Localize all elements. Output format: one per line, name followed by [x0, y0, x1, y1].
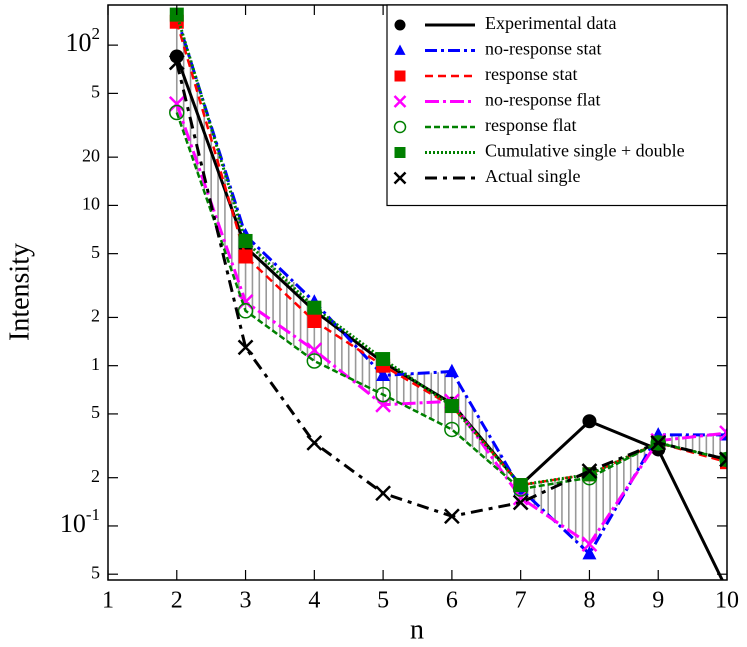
marker — [168, 95, 185, 112]
marker — [720, 427, 727, 441]
x-tick-label: 2 — [171, 588, 183, 614]
marker — [719, 451, 727, 468]
y-tick-label: 2 — [91, 466, 100, 486]
marker — [237, 303, 254, 319]
marker — [238, 249, 253, 264]
y-axis-label: Intensity — [4, 243, 35, 341]
marker — [444, 508, 460, 525]
x-tick-label: 8 — [583, 588, 595, 614]
marker — [238, 233, 253, 248]
x-tick-label: 3 — [240, 588, 252, 614]
y-tick-label: 2 — [91, 306, 100, 326]
marker — [444, 421, 460, 438]
marker — [650, 434, 667, 451]
y-tick-label: 5 — [91, 562, 100, 582]
marker — [582, 414, 597, 429]
legend-label: Actual single — [485, 166, 580, 186]
legend-label: no-response flat — [485, 90, 600, 110]
marker — [720, 452, 727, 467]
marker — [582, 467, 597, 482]
marker — [307, 300, 322, 315]
marker — [444, 399, 459, 414]
marker — [306, 434, 323, 451]
marker — [581, 536, 598, 553]
x-tick-label: 4 — [308, 588, 320, 614]
x-tick-label: 7 — [515, 588, 527, 614]
marker — [394, 19, 406, 31]
marker — [394, 44, 406, 55]
y-tick-label: 5 — [91, 82, 100, 102]
x-tick-label: 9 — [652, 588, 664, 614]
marker — [376, 352, 391, 367]
marker — [512, 494, 529, 511]
marker — [375, 485, 391, 502]
y-tick-label: 10-1 — [60, 505, 100, 538]
marker — [581, 463, 598, 479]
marker — [307, 314, 322, 329]
legend-label: no-response stat — [485, 39, 601, 59]
marker — [237, 339, 254, 356]
marker — [376, 367, 391, 381]
y-tick-label: 5 — [91, 402, 100, 422]
legend-label: response stat — [485, 64, 577, 84]
marker — [168, 54, 185, 71]
marker — [719, 425, 727, 441]
marker — [306, 353, 323, 369]
x-tick-label: 5 — [377, 588, 389, 614]
marker — [393, 171, 407, 185]
x-tick-label: 10 — [715, 588, 739, 614]
marker — [444, 363, 459, 378]
marker — [169, 104, 185, 121]
legend-label: Experimental data — [485, 13, 616, 33]
y-tick-label: 10 — [82, 194, 100, 214]
y-tick-label: 5 — [91, 242, 100, 262]
marker — [375, 386, 391, 403]
marker — [393, 120, 407, 134]
marker — [393, 95, 407, 108]
x-tick-label: 1 — [102, 588, 114, 614]
legend-label: response flat — [485, 115, 576, 135]
y-tick-label: 1 — [91, 354, 100, 374]
series-group — [168, 7, 727, 580]
marker — [394, 147, 406, 158]
marker — [513, 478, 528, 493]
legend-label: Cumulative single + double — [485, 141, 685, 161]
x-tick-label: 6 — [446, 588, 458, 614]
marker — [394, 70, 406, 82]
marker — [582, 546, 597, 560]
legend-box — [386, 4, 728, 207]
y-tick-label: 102 — [66, 24, 101, 57]
x-axis-label: n — [410, 614, 424, 645]
y-tick-label: 20 — [82, 145, 100, 165]
